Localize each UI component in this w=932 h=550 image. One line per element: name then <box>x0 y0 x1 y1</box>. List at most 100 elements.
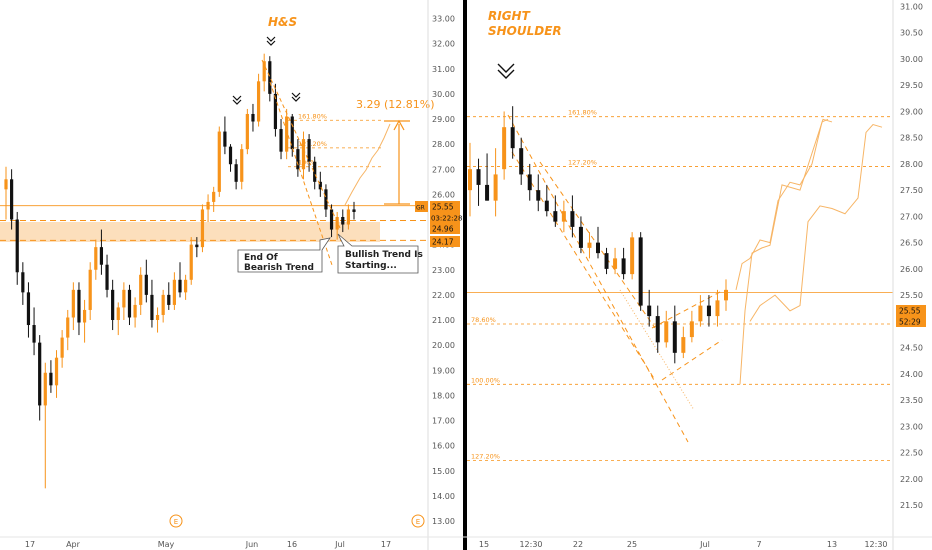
left-candle-body <box>307 139 311 162</box>
right-price-tick: 28.50 <box>900 134 923 143</box>
left-candle-body <box>195 244 199 248</box>
left-candle-body <box>223 131 227 147</box>
left-candle-body <box>256 81 261 122</box>
right-candle-body <box>655 316 660 343</box>
bullish-callout-line1: Bullish Trend Is <box>345 250 423 260</box>
right-candle-body <box>689 321 694 338</box>
right-time-axis[interactable]: 15 12:30 22 25 Jul 7 13 12:30 <box>479 540 888 549</box>
left-candle-body <box>184 279 188 293</box>
left-candle-body <box>144 274 148 295</box>
left-candle-body <box>15 219 19 273</box>
left-candle-body <box>26 292 31 326</box>
right-candle-body <box>536 190 541 201</box>
right-price-badge-timer-text: 52:29 <box>899 318 921 327</box>
left-candle-body <box>4 179 8 190</box>
left-candle-body <box>105 264 109 290</box>
right-candle-body <box>596 242 600 254</box>
right-price-tick: 26.50 <box>900 239 923 248</box>
earnings-marker-2[interactable]: E <box>411 514 425 528</box>
left-candle-body <box>212 191 216 202</box>
left-chart-panel[interactable]: 161.80% 127.20% 100% H&S 3.29 (12.81%) End… <box>0 0 462 550</box>
price-badge-current <box>430 201 460 212</box>
left-candle-body <box>32 325 36 343</box>
left-projection-path <box>344 123 391 206</box>
right-candle-body <box>553 211 558 222</box>
right-candle-body <box>647 305 652 317</box>
left-time-tick: Jul <box>334 540 345 549</box>
right-time-tick: 7 <box>756 540 761 549</box>
right-fib-level-label: 161.80% <box>568 109 597 117</box>
right-candle-body <box>578 226 583 248</box>
left-time-tick: 17 <box>25 540 35 549</box>
right-title-line1: RIGHT <box>488 9 531 23</box>
left-price-tick: 16.00 <box>432 442 455 451</box>
left-candle-body <box>245 113 249 150</box>
badge-prefix-box <box>415 201 428 212</box>
right-price-tick: 27.50 <box>900 186 923 195</box>
price-badge-timer <box>430 212 460 223</box>
right-fib-levels: 161.80% 127.20% 78.60% 100.00% 127.20% <box>467 109 893 461</box>
price-badge-2-text: 24.96 <box>432 225 454 234</box>
left-candle-body <box>10 179 14 220</box>
left-price-tick: 15.00 <box>432 467 455 476</box>
earnings-label: E <box>174 518 178 526</box>
right-candle-body <box>485 184 490 201</box>
right-projection-path-2 <box>749 123 883 322</box>
left-price-tick: 18.00 <box>432 391 455 400</box>
right-candle-body <box>476 169 481 185</box>
left-trendline-lower <box>269 81 333 266</box>
left-drawings <box>232 36 410 266</box>
right-price-tick: 28.00 <box>900 160 923 169</box>
right-price-tick: 22.00 <box>900 475 923 484</box>
right-candle-body <box>706 305 711 317</box>
right-candle-body <box>621 258 626 275</box>
bearish-callout-line1: End Of <box>244 253 278 263</box>
left-candle-body <box>111 289 115 320</box>
right-chart-panel[interactable]: 161.80% 127.20% 78.60% 100.00% 127.20% RIGHT… <box>467 0 926 550</box>
left-price-tick: 30.00 <box>432 90 455 99</box>
right-candle-body <box>604 253 609 269</box>
left-fib-level-label: 161.80% <box>298 112 327 120</box>
left-candle-body <box>273 93 278 130</box>
chevron-down-icon <box>291 92 301 102</box>
left-candle-body <box>167 294 171 305</box>
right-projection-path-1 <box>739 118 833 385</box>
left-candle-body <box>279 129 283 152</box>
left-candle-body <box>346 209 350 225</box>
left-candle-body <box>178 279 182 293</box>
right-price-axis[interactable]: 31.00 30.50 30.00 29.50 29.00 28.50 28.00 27.50… <box>900 3 923 511</box>
left-price-tick: 33.00 <box>432 15 455 24</box>
left-candle-body <box>99 247 104 265</box>
left-candle-body <box>228 146 233 165</box>
left-candle-body <box>71 289 75 318</box>
right-price-tick: 24.50 <box>900 344 923 353</box>
right-price-badge-current <box>896 305 926 316</box>
right-price-tick: 23.00 <box>900 422 923 431</box>
left-price-axis[interactable]: 33.00 32.00 31.00 30.00 29.00 28.00 27.00 26.00… <box>432 15 455 527</box>
left-price-tick: 21.00 <box>432 316 455 325</box>
right-price-tick: 29.00 <box>900 107 923 116</box>
left-candle-body <box>262 61 266 82</box>
right-time-tick: 12:30 <box>519 540 542 549</box>
right-fib-level-label: 78.60% <box>471 316 496 324</box>
right-candle-body <box>510 127 515 149</box>
panel-divider[interactable] <box>463 0 467 550</box>
left-candle-body <box>82 309 87 323</box>
right-candle-body <box>519 148 524 175</box>
price-badge-3-text: 24.17 <box>432 238 454 247</box>
earnings-marker-1[interactable]: E <box>169 514 183 528</box>
right-candle-body <box>527 174 532 191</box>
right-fib-level-label: 127.20% <box>471 452 500 460</box>
right-wedge-lower <box>507 114 689 443</box>
left-price-tick: 27.00 <box>432 165 455 174</box>
left-candle-body <box>352 209 356 212</box>
right-candle-body <box>587 242 592 248</box>
left-price-tick: 26.00 <box>432 190 455 199</box>
earnings-label: E <box>416 518 420 526</box>
left-candle-body <box>234 164 238 182</box>
right-time-tick: Jul <box>699 540 710 549</box>
right-candle-body <box>613 258 618 269</box>
left-time-axis[interactable]: 17 Apr May Jun 16 Jul 17 <box>25 540 391 549</box>
left-candle-body <box>139 274 143 305</box>
